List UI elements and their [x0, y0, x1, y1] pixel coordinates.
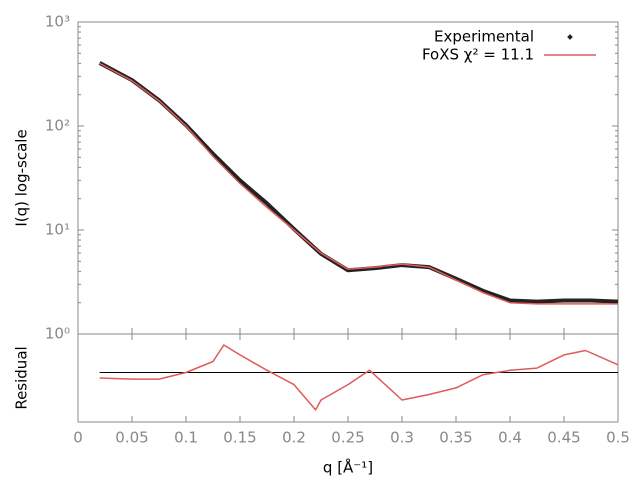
- legend-label: Experimental: [434, 28, 534, 46]
- y-tick-label: 10⁰: [45, 325, 70, 343]
- legend-label: FoXS χ² = 11.1: [422, 46, 534, 64]
- y-tick-label: 10³: [45, 13, 70, 31]
- x-tick-label: 0.3: [390, 429, 414, 447]
- y-axis-label: Residual: [13, 346, 31, 409]
- fit-line: [99, 62, 618, 305]
- x-tick-label: 0.35: [439, 429, 472, 447]
- legend-marker: [567, 34, 573, 40]
- y-tick-label: 10¹: [45, 221, 70, 239]
- plot-frame: [77, 333, 619, 423]
- fit-line: [99, 344, 619, 411]
- x-tick-label: 0.45: [547, 429, 580, 447]
- x-tick-label: 0.05: [115, 429, 148, 447]
- x-axis-label: q [Å⁻¹]: [323, 458, 373, 477]
- plot-frame: [77, 21, 619, 335]
- x-tick-label: 0.5: [606, 429, 630, 447]
- x-tick-label: 0.2: [282, 429, 306, 447]
- y-axis-label: I(q) log-scale: [13, 129, 31, 226]
- x-tick-label: 0.25: [331, 429, 364, 447]
- x-tick-label: 0: [73, 429, 83, 447]
- experimental-band: [98, 61, 619, 304]
- x-tick-label: 0.15: [223, 429, 256, 447]
- x-tick-label: 0.1: [174, 429, 198, 447]
- x-tick-label: 0.4: [498, 429, 522, 447]
- y-tick-label: 10²: [45, 117, 70, 135]
